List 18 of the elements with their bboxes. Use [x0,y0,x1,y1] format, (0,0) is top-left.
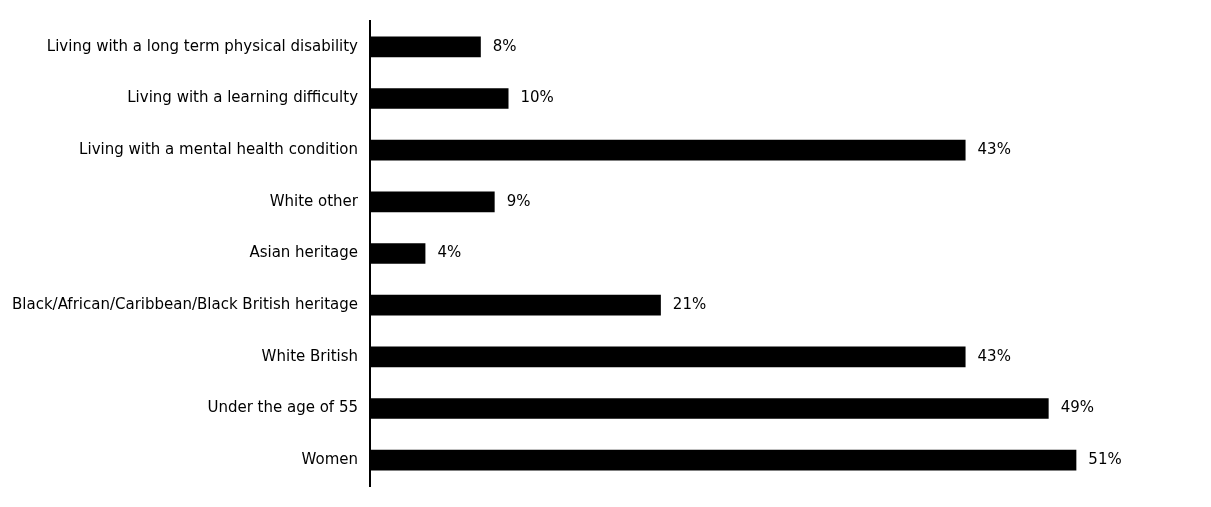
y-tick-label: White other [269,191,359,210]
y-tick-label: White British [261,346,359,365]
y-tick-label: Women [301,450,359,469]
y-tick-label: Living with a learning difficulty [127,88,359,107]
data-label: 9% [506,191,531,210]
y-tick-label: Asian heritage [249,243,359,262]
data-label: 21% [672,295,707,314]
data-label: 49% [1060,398,1094,417]
y-tick-label: Living with a mental health condition [79,140,359,159]
y-tick-label: Living with a long term physical disability [46,36,359,55]
data-label: 43% [977,140,1011,159]
data-label: 51% [1088,450,1122,469]
y-tick-label: Black/African/Caribbean/Black British heritage [12,295,359,314]
y-tick-label: Under the age of 55 [207,398,359,417]
data-label: 8% [492,36,517,55]
data-label: 43% [977,346,1011,365]
data-label: 4% [437,243,462,262]
data-label: 10% [520,88,554,107]
